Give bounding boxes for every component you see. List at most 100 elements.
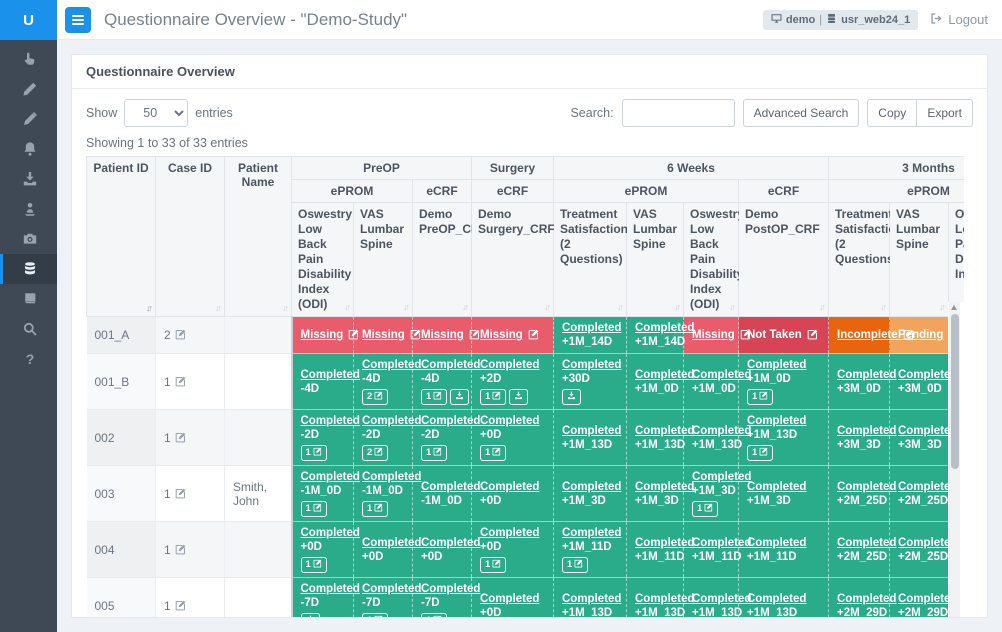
status-cell-completed[interactable]: Completed -7D <box>291 577 360 617</box>
status-edit-icon[interactable] <box>528 329 539 341</box>
column-header-case-id[interactable]: Case ID ↓↑ <box>155 156 225 317</box>
sort-icon[interactable]: ↓↑ <box>146 303 153 313</box>
app-logo[interactable]: U <box>0 0 57 40</box>
status-label[interactable]: Completed <box>747 536 807 549</box>
status-label[interactable]: Completed <box>837 536 897 549</box>
sort-icon[interactable]: ↓↑ <box>674 301 681 312</box>
status-cell-completed[interactable]: Completed +1M_13D 1 <box>738 409 829 466</box>
status-cell-completed[interactable]: Completed +2M_25D <box>889 465 957 522</box>
edit-badge[interactable]: 1 <box>421 389 448 405</box>
status-edit-icon[interactable] <box>903 329 914 341</box>
status-label[interactable]: Completed <box>362 471 422 483</box>
status-label[interactable]: Completed <box>898 592 958 605</box>
status-cell-completed[interactable]: Completed +0D 1 <box>291 521 360 578</box>
status-cell-completed[interactable]: Completed +30D <box>553 353 627 410</box>
status-cell-completed[interactable]: Completed +1M_13D <box>626 577 694 617</box>
status-label[interactable]: Completed <box>300 471 360 483</box>
status-label[interactable]: Completed <box>692 471 752 483</box>
status-label[interactable]: Completed <box>362 536 422 549</box>
status-cell-missing[interactable]: Missing <box>412 316 480 354</box>
column-header-questionnaire[interactable]: VAS Lumbar Spine ↓↑ <box>889 202 949 317</box>
status-edit-icon[interactable] <box>348 329 359 341</box>
sidebar-item-download[interactable] <box>0 164 57 194</box>
sort-icon[interactable]: ↓↑ <box>544 301 551 312</box>
status-cell-incomplete[interactable]: Incomplete <box>828 316 914 354</box>
sidebar-item-help[interactable]: ? <box>0 344 57 374</box>
status-label[interactable]: Missing <box>421 328 480 342</box>
status-label[interactable]: Completed <box>692 368 752 381</box>
status-label[interactable]: Completed <box>747 415 807 427</box>
sidebar-item-pen[interactable] <box>0 104 57 134</box>
status-cell-completed[interactable]: Completed -4D 1 <box>412 353 480 410</box>
edit-badge[interactable]: 1 <box>300 557 327 573</box>
status-label[interactable]: Pending <box>898 328 959 342</box>
status-cell-completed[interactable]: Completed +1M_13D <box>626 409 694 466</box>
edit-badge[interactable]: 1 <box>421 613 448 617</box>
column-header-questionnaire[interactable]: Treatment Satisfaction (2 Questions) ↓↑ <box>828 202 903 317</box>
sidebar-item-hand-pointer[interactable] <box>0 44 57 74</box>
export-button[interactable]: Export <box>916 99 973 127</box>
status-label[interactable]: Missing <box>362 328 421 342</box>
case-edit-icon[interactable] <box>175 599 186 613</box>
status-cell-completed[interactable]: Completed +1M_13D <box>683 409 751 466</box>
status-label[interactable]: Completed <box>562 359 622 371</box>
status-cell-completed[interactable]: Completed +1M_14D <box>553 316 627 354</box>
edit-badge[interactable]: 1 <box>480 557 507 573</box>
status-label[interactable]: Completed <box>898 368 958 381</box>
sort-icon[interactable]: ↓↑ <box>462 301 469 312</box>
status-cell-completed[interactable]: Completed +1M_13D <box>553 577 627 617</box>
status-cell-completed[interactable]: Completed -7D 1 <box>353 577 421 617</box>
status-cell-completed[interactable]: Completed +3M_0D <box>889 353 958 410</box>
status-cell-completed[interactable]: Completed +1M_0D 1 <box>738 353 829 410</box>
status-cell-completed[interactable]: Completed +3M_3D <box>889 409 958 466</box>
status-label[interactable]: Completed <box>362 359 422 371</box>
column-header-questionnaire[interactable]: VAS Lumbar Spine ↓↑ <box>353 202 413 317</box>
status-cell-completed[interactable]: Completed +0D <box>471 577 554 617</box>
status-cell-completed[interactable]: Completed +0D <box>353 521 422 578</box>
search-input[interactable] <box>621 99 735 127</box>
edit-badge[interactable]: 1 <box>362 613 389 617</box>
status-cell-completed[interactable]: Completed +1M_11D <box>626 521 694 578</box>
status-cell-completed[interactable]: Completed -2D 1 <box>291 409 360 466</box>
status-label[interactable]: Completed <box>837 480 897 493</box>
status-cell-completed[interactable]: Completed -2D 1 <box>412 409 481 466</box>
status-edit-icon[interactable] <box>410 329 421 341</box>
status-label[interactable]: Completed <box>300 583 360 595</box>
status-label[interactable]: Completed <box>635 368 695 381</box>
status-cell-missing[interactable]: Missing <box>683 316 751 354</box>
status-label[interactable]: Completed <box>562 480 622 493</box>
status-label[interactable]: Completed <box>898 424 958 437</box>
status-label[interactable]: Completed <box>898 536 958 549</box>
edit-badge[interactable]: 1 <box>747 389 774 405</box>
status-label[interactable]: Completed <box>747 359 807 371</box>
status-cell-missing[interactable]: Missing <box>471 316 554 354</box>
column-header-questionnaire[interactable]: Demo PreOP_CRF ↓↑ <box>412 202 487 317</box>
status-cell-completed[interactable]: Completed +0D 1 <box>471 409 554 466</box>
case-edit-icon[interactable] <box>175 431 186 445</box>
status-cell-completed[interactable]: Completed -4D <box>291 353 360 410</box>
scroll-up-arrow[interactable] <box>951 305 957 310</box>
status-label[interactable]: Completed <box>837 592 897 605</box>
status-cell-completed[interactable]: Completed +0D <box>412 521 480 578</box>
sidebar-item-search[interactable] <box>0 314 57 344</box>
status-cell-completed[interactable]: Completed +3M_0D <box>828 353 897 410</box>
status-label[interactable]: Completed <box>480 415 540 427</box>
column-header-questionnaire[interactable]: Demo Surgery_CRF ↓↑ <box>471 202 555 317</box>
column-header-questionnaire[interactable]: Oswestry Low Back Pain Disability Index … <box>948 202 964 317</box>
status-cell-missing[interactable]: Missing <box>353 316 421 354</box>
status-label[interactable]: Completed <box>562 322 622 334</box>
status-label[interactable]: Incomplete <box>837 328 914 342</box>
edit-badge[interactable]: 2 <box>362 389 389 405</box>
status-label[interactable]: Completed <box>562 424 622 437</box>
status-label[interactable]: Completed <box>837 368 897 381</box>
status-cell-completed[interactable]: Completed -1M_0D 1 <box>353 465 422 522</box>
status-label[interactable]: Completed <box>421 415 481 427</box>
status-cell-completed[interactable]: Completed +0D 1 <box>471 521 554 578</box>
status-label[interactable]: Completed <box>837 424 897 437</box>
status-cell-completed[interactable]: Completed +2M_25D <box>828 521 897 578</box>
status-label[interactable]: Completed <box>421 480 481 493</box>
logout-button[interactable]: Logout <box>930 12 988 28</box>
status-cell-completed[interactable]: Completed -1M_0D 1 <box>291 465 360 522</box>
status-cell-completed[interactable]: Completed +2M_29D <box>889 577 958 617</box>
entries-select[interactable]: 50 <box>124 99 189 127</box>
